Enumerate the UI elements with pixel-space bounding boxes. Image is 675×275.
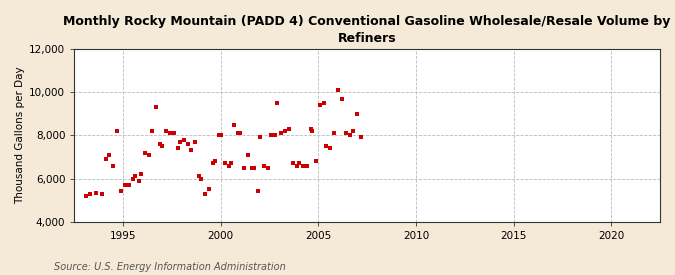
Point bbox=[262, 166, 273, 170]
Point bbox=[143, 153, 154, 157]
Point bbox=[292, 163, 302, 168]
Point bbox=[344, 133, 355, 138]
Point bbox=[311, 159, 322, 163]
Point bbox=[229, 122, 240, 127]
Point bbox=[100, 157, 111, 161]
Point bbox=[196, 176, 207, 181]
Point bbox=[124, 183, 134, 187]
Point bbox=[329, 131, 340, 135]
Point bbox=[186, 148, 197, 153]
Point bbox=[116, 189, 127, 194]
Point bbox=[270, 133, 281, 138]
Point bbox=[252, 189, 263, 194]
Point bbox=[174, 140, 185, 144]
Point bbox=[340, 131, 351, 135]
Point bbox=[182, 142, 193, 146]
Point bbox=[325, 146, 335, 150]
Point bbox=[200, 191, 211, 196]
Point bbox=[108, 163, 119, 168]
Point bbox=[266, 133, 277, 138]
Title: Monthly Rocky Mountain (PADD 4) Conventional Gasoline Wholesale/Resale Volume by: Monthly Rocky Mountain (PADD 4) Conventi… bbox=[63, 15, 671, 45]
Point bbox=[319, 101, 329, 105]
Point bbox=[223, 163, 234, 168]
Point bbox=[139, 150, 150, 155]
Point bbox=[147, 129, 158, 133]
Point bbox=[352, 112, 362, 116]
Point bbox=[169, 131, 180, 135]
Point bbox=[254, 135, 265, 140]
Point bbox=[172, 146, 183, 150]
Text: Source: U.S. Energy Information Administration: Source: U.S. Energy Information Administ… bbox=[54, 262, 286, 272]
Point bbox=[301, 163, 312, 168]
Point bbox=[213, 133, 224, 138]
Point bbox=[233, 131, 244, 135]
Point bbox=[243, 153, 254, 157]
Point bbox=[315, 103, 326, 107]
Point bbox=[134, 178, 144, 183]
Point bbox=[165, 131, 176, 135]
Point bbox=[128, 176, 138, 181]
Y-axis label: Thousand Gallons per Day: Thousand Gallons per Day bbox=[15, 67, 25, 204]
Point bbox=[119, 183, 130, 187]
Point bbox=[194, 174, 205, 178]
Point bbox=[356, 135, 367, 140]
Point bbox=[294, 161, 304, 166]
Point bbox=[215, 133, 226, 138]
Point bbox=[190, 140, 200, 144]
Point bbox=[276, 131, 287, 135]
Point bbox=[246, 166, 257, 170]
Point bbox=[333, 88, 344, 92]
Point bbox=[272, 101, 283, 105]
Point bbox=[207, 161, 218, 166]
Point bbox=[178, 138, 189, 142]
Point bbox=[219, 161, 230, 166]
Point bbox=[130, 174, 140, 178]
Point bbox=[104, 153, 115, 157]
Point bbox=[161, 129, 171, 133]
Point bbox=[336, 97, 347, 101]
Point bbox=[239, 166, 250, 170]
Point bbox=[80, 194, 91, 198]
Point bbox=[279, 129, 290, 133]
Point bbox=[284, 127, 294, 131]
Point bbox=[297, 163, 308, 168]
Point bbox=[321, 144, 331, 148]
Point bbox=[204, 187, 215, 191]
Point bbox=[209, 159, 220, 163]
Point bbox=[225, 161, 236, 166]
Point bbox=[84, 191, 95, 196]
Point bbox=[151, 105, 162, 109]
Point bbox=[288, 161, 298, 166]
Point bbox=[112, 129, 123, 133]
Point bbox=[97, 191, 107, 196]
Point bbox=[307, 129, 318, 133]
Point bbox=[259, 163, 269, 168]
Point bbox=[348, 129, 359, 133]
Point bbox=[90, 190, 101, 195]
Point bbox=[305, 127, 316, 131]
Point bbox=[157, 144, 167, 148]
Point bbox=[235, 131, 246, 135]
Point bbox=[155, 142, 165, 146]
Point bbox=[135, 172, 146, 176]
Point bbox=[248, 166, 259, 170]
